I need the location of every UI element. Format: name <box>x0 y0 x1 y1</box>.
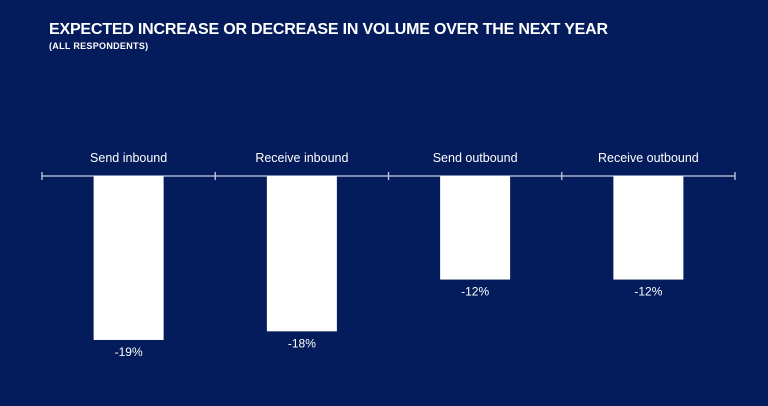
chart-title: EXPECTED INCREASE OR DECREASE IN VOLUME … <box>49 21 608 38</box>
data-label: -18% <box>288 336 316 350</box>
category-label: Send inbound <box>90 151 167 165</box>
category-label: Receive inbound <box>255 151 348 165</box>
bar <box>266 176 337 332</box>
chart-subtitle: (ALL RESPONDENTS) <box>49 41 149 51</box>
data-label: -12% <box>634 285 662 299</box>
category-label: Send outbound <box>433 151 518 165</box>
bar <box>93 176 164 340</box>
bar <box>440 176 511 280</box>
data-label: -12% <box>461 285 489 299</box>
data-label: -19% <box>115 345 143 359</box>
category-label: Receive outbound <box>598 151 699 165</box>
bar <box>613 176 684 280</box>
